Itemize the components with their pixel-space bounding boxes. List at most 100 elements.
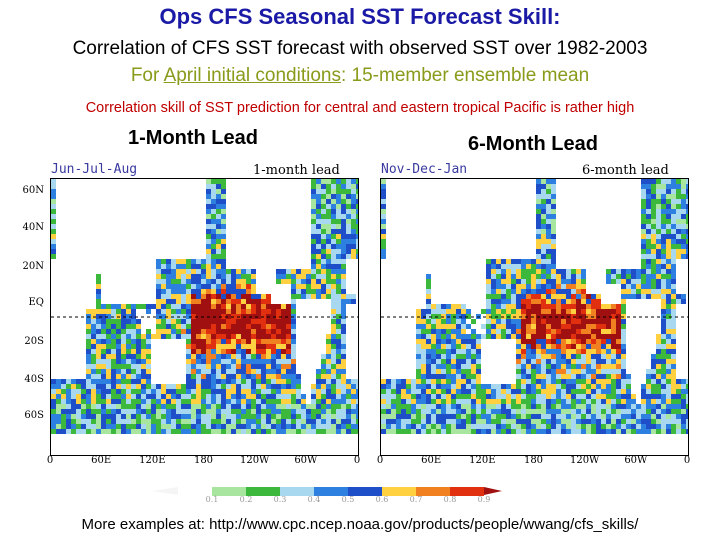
map-cell	[106, 399, 111, 404]
map-cell	[506, 259, 511, 264]
map-cell	[461, 294, 466, 299]
map-cell	[541, 294, 546, 299]
map-cell	[166, 279, 171, 284]
map-cell	[291, 204, 296, 209]
map-cell	[276, 314, 281, 319]
map-cell	[156, 229, 161, 234]
map-cell	[151, 259, 156, 264]
map-cell	[576, 204, 581, 209]
map-cell	[281, 259, 286, 264]
map-cell	[356, 179, 358, 184]
map-cell	[261, 394, 266, 399]
map-cell	[71, 209, 76, 214]
map-cell	[251, 299, 256, 304]
map-cell	[616, 289, 621, 294]
map-cell	[526, 244, 531, 249]
map-cell	[136, 259, 141, 264]
map-cell	[351, 354, 356, 359]
map-cell	[326, 259, 331, 264]
map-cell	[676, 284, 681, 289]
map-cell	[161, 434, 166, 439]
map-cell	[146, 204, 151, 209]
map-cell	[216, 184, 221, 189]
map-cell	[236, 454, 241, 455]
map-cell	[61, 299, 66, 304]
map-cell	[171, 324, 176, 329]
map-cell	[56, 409, 61, 414]
map-cell	[276, 224, 281, 229]
map-cell	[651, 229, 656, 234]
map-cell	[431, 269, 436, 274]
map-cell	[516, 229, 521, 234]
map-cell	[356, 429, 358, 434]
map-cell	[161, 364, 166, 369]
map-cell	[561, 294, 566, 299]
map-cell	[196, 389, 201, 394]
map-cell	[116, 264, 121, 269]
map-cell	[231, 274, 236, 279]
map-cell	[116, 269, 121, 274]
map-cell	[131, 444, 136, 449]
map-cell	[516, 189, 521, 194]
map-cell	[286, 299, 291, 304]
map-cell	[281, 299, 286, 304]
map-cell	[166, 219, 171, 224]
map-cell	[286, 204, 291, 209]
map-cell	[676, 214, 681, 219]
map-cell	[246, 334, 251, 339]
map-cell	[566, 184, 571, 189]
map-cell	[96, 229, 101, 234]
map-cell	[401, 194, 406, 199]
map-cell	[321, 384, 326, 389]
map-cell	[686, 239, 688, 244]
map-cell	[151, 234, 156, 239]
map-cell	[316, 339, 321, 344]
map-cell	[471, 179, 476, 184]
map-cell	[381, 189, 386, 194]
map-cell	[321, 389, 326, 394]
map-cell	[156, 379, 161, 384]
map-cell	[181, 209, 186, 214]
map-cell	[571, 214, 576, 219]
map-cell	[526, 234, 531, 239]
map-cell	[141, 269, 146, 274]
map-cell	[191, 294, 196, 299]
map-cell	[491, 209, 496, 214]
map-cell	[411, 239, 416, 244]
map-cell	[81, 239, 86, 244]
map-cell	[396, 264, 401, 269]
map-cell	[141, 234, 146, 239]
map-cell	[271, 394, 276, 399]
map-cell	[221, 284, 226, 289]
map-cell	[211, 264, 216, 269]
map-cell	[196, 349, 201, 354]
map-cell	[96, 424, 101, 429]
map-cell	[236, 214, 241, 219]
map-cell	[271, 354, 276, 359]
map-cell	[231, 259, 236, 264]
map-cell	[306, 259, 311, 264]
map-cell	[96, 339, 101, 344]
map-cell	[201, 264, 206, 269]
map-cell	[146, 449, 151, 454]
map-cell	[136, 299, 141, 304]
map-cell	[266, 404, 271, 409]
map-cell	[416, 294, 421, 299]
map-cell	[311, 439, 316, 444]
map-cell	[276, 189, 281, 194]
map-cell	[231, 429, 236, 434]
map-cell	[131, 409, 136, 414]
map-cell	[351, 404, 356, 409]
map-cell	[686, 279, 688, 284]
map-cell	[546, 294, 551, 299]
map-cell	[126, 404, 131, 409]
map-cell	[161, 359, 166, 364]
map-cell	[261, 349, 266, 354]
map-cell	[136, 369, 141, 374]
map-cell	[151, 279, 156, 284]
map-cell	[471, 234, 476, 239]
map-cell	[171, 194, 176, 199]
map-cell	[116, 419, 121, 424]
map-cell	[216, 419, 221, 424]
map-cell	[96, 334, 101, 339]
